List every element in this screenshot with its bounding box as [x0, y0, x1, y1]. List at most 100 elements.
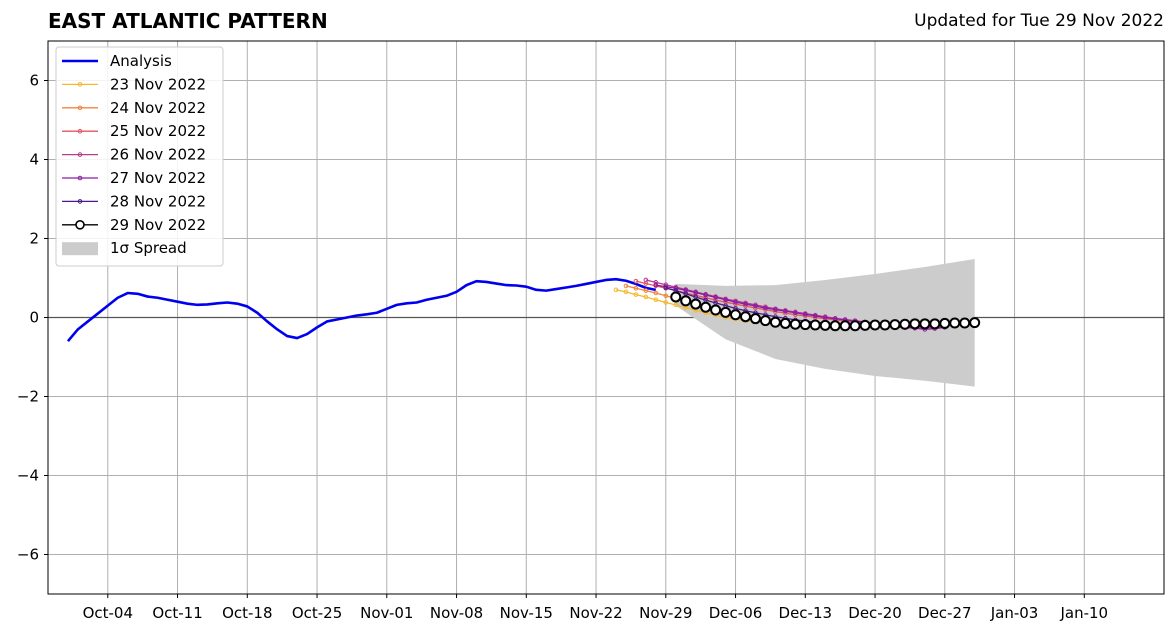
x-tick-label: Nov-29	[639, 604, 692, 622]
x-tick-label: Jan-10	[1059, 604, 1108, 622]
forecast-point	[643, 288, 649, 293]
y-tick-label: 0	[29, 309, 39, 327]
legend-label: 27 Nov 2022	[110, 169, 206, 187]
forecast-point	[839, 320, 851, 332]
forecast-point	[713, 295, 718, 300]
chart-title: EAST ATLANTIC PATTERN	[48, 9, 328, 33]
y-tick-label: −2	[17, 388, 39, 406]
y-tick-label: 6	[29, 72, 39, 90]
forecast-point	[643, 277, 649, 283]
x-tick-label: Nov-15	[500, 604, 553, 622]
forecast-point	[623, 283, 629, 289]
x-tick-label: Oct-04	[83, 604, 133, 622]
chart-subtitle: Updated for Tue 29 Nov 2022	[914, 11, 1164, 31]
legend-label: 28 Nov 2022	[110, 192, 206, 210]
forecast-point	[793, 310, 798, 316]
forecast-point	[769, 316, 781, 328]
x-tick-label: Jan-03	[990, 604, 1039, 622]
forecast-point	[653, 280, 659, 285]
legend-swatch-marker	[77, 199, 83, 204]
legend-label: 26 Nov 2022	[110, 146, 206, 164]
x-tick-label: Dec-13	[779, 604, 833, 622]
legend-label: 23 Nov 2022	[110, 75, 206, 93]
forecast-point	[680, 295, 692, 307]
y-tick-label: −6	[17, 546, 39, 564]
forecast-point	[812, 313, 818, 319]
forecast-point	[859, 319, 871, 331]
forecast-point	[822, 315, 828, 320]
legend-swatch-marker	[77, 82, 83, 87]
forecast-point	[643, 294, 649, 300]
legend-swatch-marker	[75, 220, 85, 230]
legend-swatch-marker	[77, 128, 83, 134]
x-tick-label: Oct-11	[152, 604, 202, 622]
forecast-point	[949, 317, 961, 329]
legend-label: Analysis	[110, 52, 172, 70]
legend-label: 29 Nov 2022	[110, 216, 206, 234]
forecast-point	[879, 319, 891, 331]
forecast-point	[899, 318, 911, 330]
x-tick-label: Nov-08	[430, 604, 483, 622]
legend-label: 1σ Spread	[110, 239, 187, 257]
forecast-point	[663, 285, 669, 291]
forecast-point	[623, 289, 629, 295]
forecast-point	[720, 306, 732, 318]
x-tick-label: Oct-18	[222, 604, 272, 622]
forecast-point	[663, 293, 669, 299]
legend-swatch-marker	[77, 105, 83, 111]
forecast-point	[663, 300, 669, 305]
x-tick-label: Oct-25	[292, 604, 342, 622]
legend-label: 25 Nov 2022	[110, 122, 206, 140]
legend-swatch	[62, 242, 98, 256]
axes: Oct-04 Oct-11 Oct-18 Oct-25 Nov-01 Nov-08 Nov-…	[17, 72, 1108, 623]
forecast-point	[763, 305, 768, 311]
forecast-point	[743, 301, 748, 307]
forecast-point	[653, 282, 659, 288]
forecast-point	[710, 304, 722, 316]
legend-swatch-marker	[77, 175, 83, 181]
forecast-point	[700, 301, 712, 313]
forecast-point	[773, 307, 778, 312]
data-layer	[66, 259, 981, 387]
forecast-point	[693, 290, 698, 295]
y-tick-label: 2	[29, 230, 39, 248]
forecast-point	[670, 291, 682, 303]
legend-label: 24 Nov 2022	[110, 99, 206, 117]
forecast-point	[802, 312, 808, 317]
forecast-point	[869, 319, 881, 331]
forecast-point	[809, 319, 821, 331]
forecast-point	[849, 320, 861, 332]
legend: Analysis 23 Nov 2022 24 Nov 2022 25 Nov 202…	[55, 46, 224, 267]
analysis-line	[66, 277, 657, 343]
forecast-point	[733, 299, 738, 305]
forecast-point	[783, 308, 788, 314]
forecast-point	[633, 292, 639, 297]
x-tick-label: Dec-27	[918, 604, 972, 622]
forecast-point	[673, 302, 679, 308]
legend-swatch-marker	[77, 152, 83, 157]
x-tick-label: Dec-06	[709, 604, 763, 622]
x-tick-label: Nov-22	[569, 604, 622, 622]
forecast-point	[749, 313, 761, 325]
forecast-point	[889, 319, 901, 331]
forecast-point	[779, 317, 791, 329]
forecast-point	[730, 309, 742, 321]
forecast-point	[969, 317, 981, 329]
forecast-point	[703, 292, 708, 298]
forecast-point	[829, 320, 841, 332]
forecast-point	[799, 319, 811, 331]
forecast-point	[959, 317, 971, 329]
forecast-point	[740, 311, 751, 323]
forecast-point	[759, 315, 771, 327]
x-tick-label: Nov-01	[360, 604, 413, 622]
forecast-point	[909, 318, 921, 330]
forecast-point	[633, 278, 639, 284]
forecast-point	[819, 319, 831, 331]
forecast-point	[929, 318, 941, 330]
forecast-point	[939, 317, 951, 329]
forecast-point	[653, 290, 659, 296]
y-tick-label: −4	[17, 467, 39, 485]
forecast-point	[690, 298, 702, 310]
forecast-point	[753, 303, 758, 309]
